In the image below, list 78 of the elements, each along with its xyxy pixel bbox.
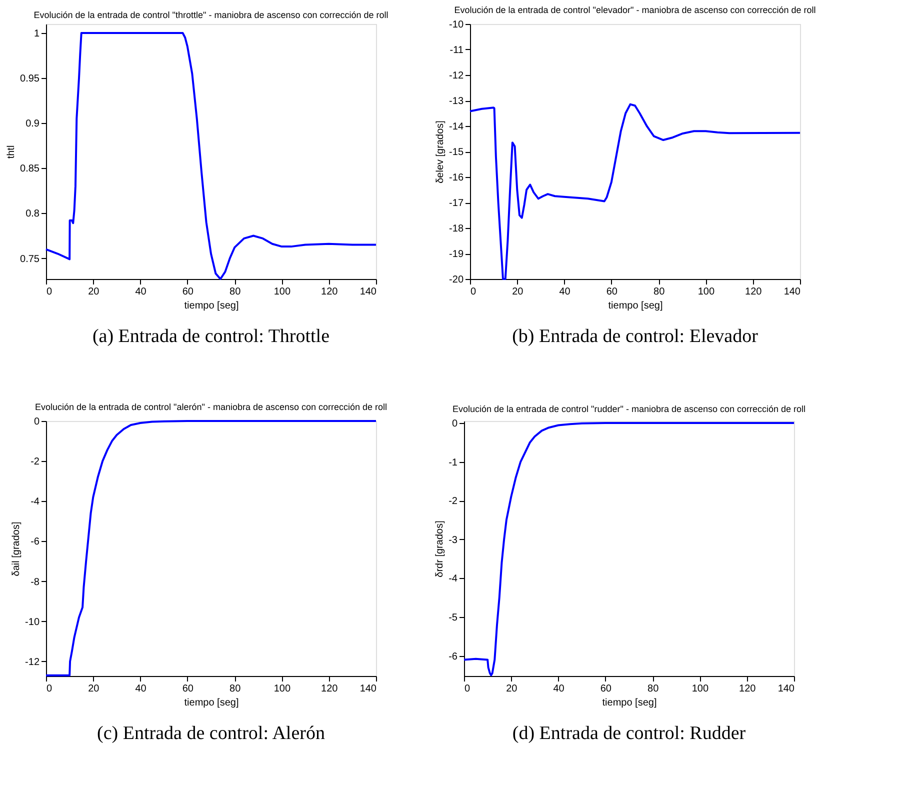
x-tick-label: 120: [321, 684, 338, 694]
x-axis-title: tiempo [seg]: [184, 698, 239, 708]
x-tick-label: 100: [692, 684, 709, 694]
x-tick-label: 140: [360, 684, 377, 694]
y-tick-label: -3: [448, 534, 458, 546]
x-tick-label: 60: [606, 286, 618, 298]
x-tick-label: 0: [46, 286, 52, 298]
y-tick-label: -5: [448, 612, 458, 624]
text: (c) Entrada de control: Alerón: [97, 723, 326, 744]
y-tick-label: -10: [449, 20, 464, 30]
y-tick-label: -15: [449, 147, 464, 158]
x-axis-title: tiempo [seg]: [602, 698, 657, 708]
y-tick-label: -4: [30, 496, 40, 508]
x-tick-label: 100: [274, 684, 291, 694]
x-tick-label: 80: [648, 684, 660, 694]
y-tick-label: -14: [449, 122, 464, 132]
x-tick-label: 140: [778, 684, 795, 694]
x-tick-label: 120: [321, 286, 338, 298]
x-tick-label: 60: [182, 286, 194, 298]
x-tick-label: 140: [360, 286, 377, 298]
x-tick-label: 20: [512, 286, 524, 298]
text: (d) Entrada de control: Rudder: [512, 723, 746, 744]
y-tick-label: 0.8: [26, 208, 40, 220]
y-tick-label: -10: [25, 616, 40, 628]
x-axis-title: tiempo [seg]: [184, 300, 239, 312]
x-tick-label: 40: [135, 684, 147, 694]
chart-title: Evolución de la entrada de control "alerón" - maniobra de ascenso con corrección de roll: [34, 402, 388, 412]
x-tick-label: 100: [698, 286, 715, 298]
x-tick-label: 20: [506, 684, 518, 694]
y-axis-title: δelev [grados]: [435, 120, 446, 184]
x-tick-label: 0: [470, 286, 476, 298]
x-tick-label: 120: [739, 684, 756, 694]
x-tick-label: 40: [559, 286, 571, 298]
x-tick-label: 60: [182, 684, 194, 694]
y-tick-label: 0: [34, 416, 40, 428]
x-tick-label: 0: [46, 684, 52, 694]
y-axis-title: δail [grados]: [11, 522, 22, 576]
y-tick-label: -11: [450, 45, 464, 56]
chart-title: Evolución de la entrada de control "rudder" - maniobra de ascenso con corrección de roll: [452, 404, 806, 414]
x-tick-label: 20: [88, 684, 100, 694]
y-tick-label: -6: [30, 536, 40, 548]
y-tick-label: 0.75: [20, 254, 40, 265]
x-tick-label: 80: [230, 684, 242, 694]
y-tick-label: -13: [449, 96, 464, 107]
text: (a) Entrada de control: Throttle: [92, 326, 330, 347]
y-tick-label: -20: [449, 274, 464, 286]
chart-title: Evolución de la entrada de control "throttle" - maniobra de ascenso con corrección de roll: [34, 10, 388, 20]
y-tick-label: -6: [448, 651, 458, 662]
y-tick-label: -18: [449, 224, 464, 234]
y-tick-label: -2: [448, 496, 458, 508]
y-tick-label: 0.95: [20, 74, 40, 85]
y-tick-label: -12: [25, 656, 40, 668]
x-tick-label: 120: [745, 286, 762, 298]
y-tick-label: -2: [30, 456, 40, 468]
x-tick-label: 40: [553, 684, 565, 694]
y-tick-label: -12: [449, 70, 464, 82]
x-tick-label: 20: [88, 286, 100, 298]
y-tick-label: 0.9: [26, 118, 40, 130]
y-tick-label: -19: [449, 249, 464, 260]
y-tick-label: 1: [34, 28, 40, 40]
chart-title: Evolución de la entrada de control "elevador" - maniobra de ascenso con corrección de roll: [454, 5, 816, 15]
x-tick-label: 140: [784, 286, 801, 298]
y-tick-label: -8: [30, 576, 40, 588]
x-tick-label: 40: [135, 286, 147, 298]
y-tick-label: -16: [449, 172, 464, 184]
x-tick-label: 80: [654, 286, 666, 298]
x-axis-title: tiempo [seg]: [608, 300, 663, 312]
x-tick-label: 80: [230, 286, 242, 298]
x-tick-label: 100: [274, 286, 291, 298]
y-tick-label: -4: [448, 574, 458, 585]
y-tick-label: -1: [448, 457, 458, 468]
y-axis-title: δrdr [grados]: [434, 520, 446, 578]
y-tick-label: 0.85: [20, 164, 40, 175]
x-tick-label: 60: [600, 684, 612, 694]
y-tick-label: 0: [452, 418, 458, 430]
text: (b) Entrada de control: Elevador: [512, 326, 759, 347]
y-axis-title: thtl: [6, 145, 18, 159]
y-tick-label: -17: [449, 198, 464, 209]
